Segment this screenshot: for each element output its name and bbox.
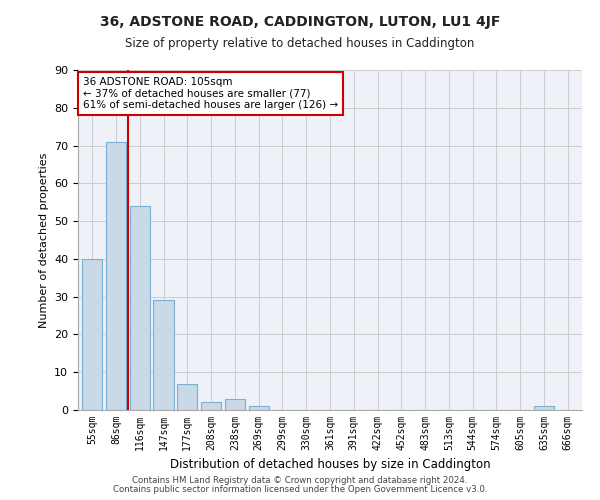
Bar	[130, 206, 150, 410]
Bar	[177, 384, 197, 410]
Bar	[82, 259, 103, 410]
Text: 36, ADSTONE ROAD, CADDINGTON, LUTON, LU1 4JF: 36, ADSTONE ROAD, CADDINGTON, LUTON, LU1…	[100, 15, 500, 29]
Text: Contains public sector information licensed under the Open Government Licence v3: Contains public sector information licen…	[113, 485, 487, 494]
Y-axis label: Number of detached properties: Number of detached properties	[38, 152, 49, 328]
X-axis label: Distribution of detached houses by size in Caddington: Distribution of detached houses by size …	[170, 458, 490, 471]
Bar	[106, 142, 126, 410]
Bar	[154, 300, 173, 410]
Text: Contains HM Land Registry data © Crown copyright and database right 2024.: Contains HM Land Registry data © Crown c…	[132, 476, 468, 485]
Bar	[225, 398, 245, 410]
Bar	[248, 406, 269, 410]
Bar	[534, 406, 554, 410]
Bar	[201, 402, 221, 410]
Text: Size of property relative to detached houses in Caddington: Size of property relative to detached ho…	[125, 38, 475, 51]
Text: 36 ADSTONE ROAD: 105sqm
← 37% of detached houses are smaller (77)
61% of semi-de: 36 ADSTONE ROAD: 105sqm ← 37% of detache…	[83, 77, 338, 110]
